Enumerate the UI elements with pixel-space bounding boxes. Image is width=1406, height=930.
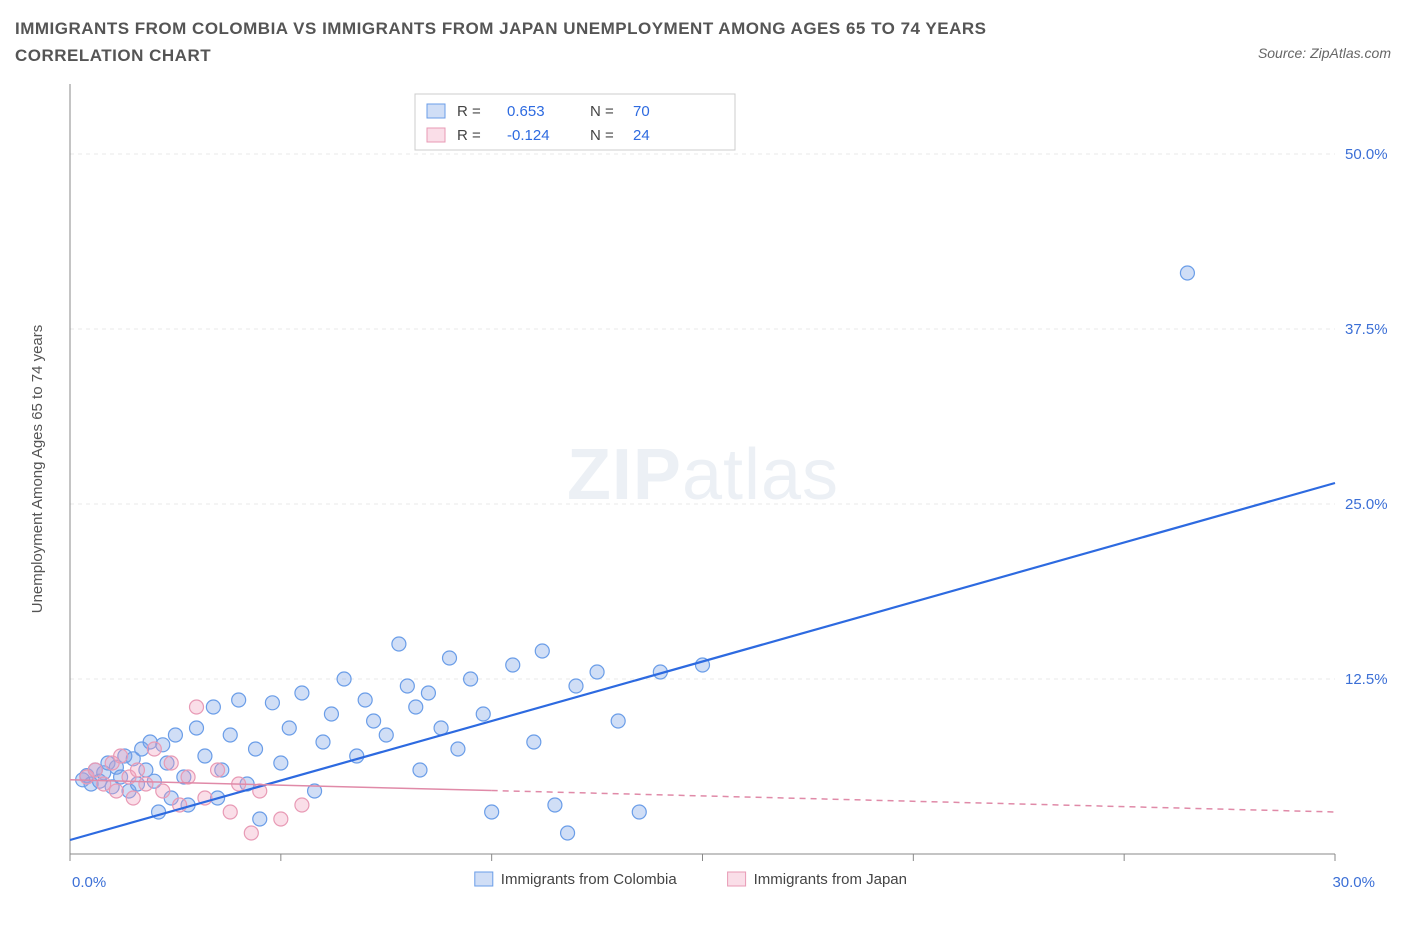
y-tick-label: 50.0% [1345,146,1388,163]
data-point [244,826,258,840]
data-point [253,812,267,826]
chart-container: 12.5% 25.0% 37.5% 50.0% 0.0% 30.0% Unemploymen… [15,74,1391,909]
data-point [632,805,646,819]
data-point [139,777,153,791]
data-point [168,728,182,742]
legend-swatch [475,872,493,886]
legend-n-value: 24 [633,127,650,144]
data-point [400,679,414,693]
data-point [569,679,583,693]
y-tick-label: 25.0% [1345,496,1388,513]
data-point [190,700,204,714]
legend-r-label: R = [457,127,481,144]
data-point [164,756,178,770]
data-point [1180,266,1194,280]
data-point [206,700,220,714]
data-point [476,707,490,721]
x-tick-label: 0.0% [72,874,106,891]
data-point [379,728,393,742]
chart-title: IMMIGRANTS FROM COLOMBIA VS IMMIGRANTS F… [15,15,1115,69]
data-point [611,714,625,728]
data-point [274,756,288,770]
data-point [265,696,279,710]
data-point [316,735,330,749]
legend-n-label: N = [590,103,614,120]
data-point [358,693,372,707]
data-point [506,658,520,672]
data-point [282,721,296,735]
data-point [88,763,102,777]
data-point [97,777,111,791]
data-point [527,735,541,749]
legend-r-label: R = [457,103,481,120]
data-point [413,763,427,777]
data-point [409,700,423,714]
legend-r-value: 0.653 [507,103,545,120]
trend-line [70,483,1335,840]
data-point [198,749,212,763]
data-point [109,784,123,798]
data-point [211,763,225,777]
data-point [295,798,309,812]
data-point [190,721,204,735]
data-point [392,637,406,651]
legend-n-value: 70 [633,103,650,120]
y-axis-label: Unemployment Among Ages 65 to 74 years [29,325,46,614]
data-point [485,805,499,819]
data-point [249,742,263,756]
legend-n-label: N = [590,127,614,144]
data-point [147,742,161,756]
legend-swatch [427,104,445,118]
data-point [274,812,288,826]
data-point [561,826,575,840]
data-point [223,805,237,819]
x-tick-label: 30.0% [1332,874,1375,891]
legend-swatch [427,128,445,142]
data-point [548,798,562,812]
legend-series-label: Immigrants from Japan [754,871,907,888]
data-point [324,707,338,721]
y-tick-label: 12.5% [1345,671,1388,688]
scatter-chart: 12.5% 25.0% 37.5% 50.0% 0.0% 30.0% Unemploymen… [15,74,1391,904]
data-point [464,672,478,686]
data-point [443,651,457,665]
data-point [130,763,144,777]
legend-series-label: Immigrants from Colombia [501,871,678,888]
trend-line [492,791,1335,812]
source-attribution: Source: ZipAtlas.com [1258,45,1391,61]
data-point [181,770,195,784]
data-point [114,749,128,763]
data-point [337,672,351,686]
data-point [451,742,465,756]
data-point [126,791,140,805]
data-point [156,784,170,798]
legend-swatch [728,872,746,886]
data-point [367,714,381,728]
data-point [535,644,549,658]
data-point [232,693,246,707]
data-point [590,665,604,679]
y-tick-label: 37.5% [1345,321,1388,338]
legend-r-value: -0.124 [507,127,550,144]
data-point [223,728,237,742]
data-point [421,686,435,700]
data-point [295,686,309,700]
